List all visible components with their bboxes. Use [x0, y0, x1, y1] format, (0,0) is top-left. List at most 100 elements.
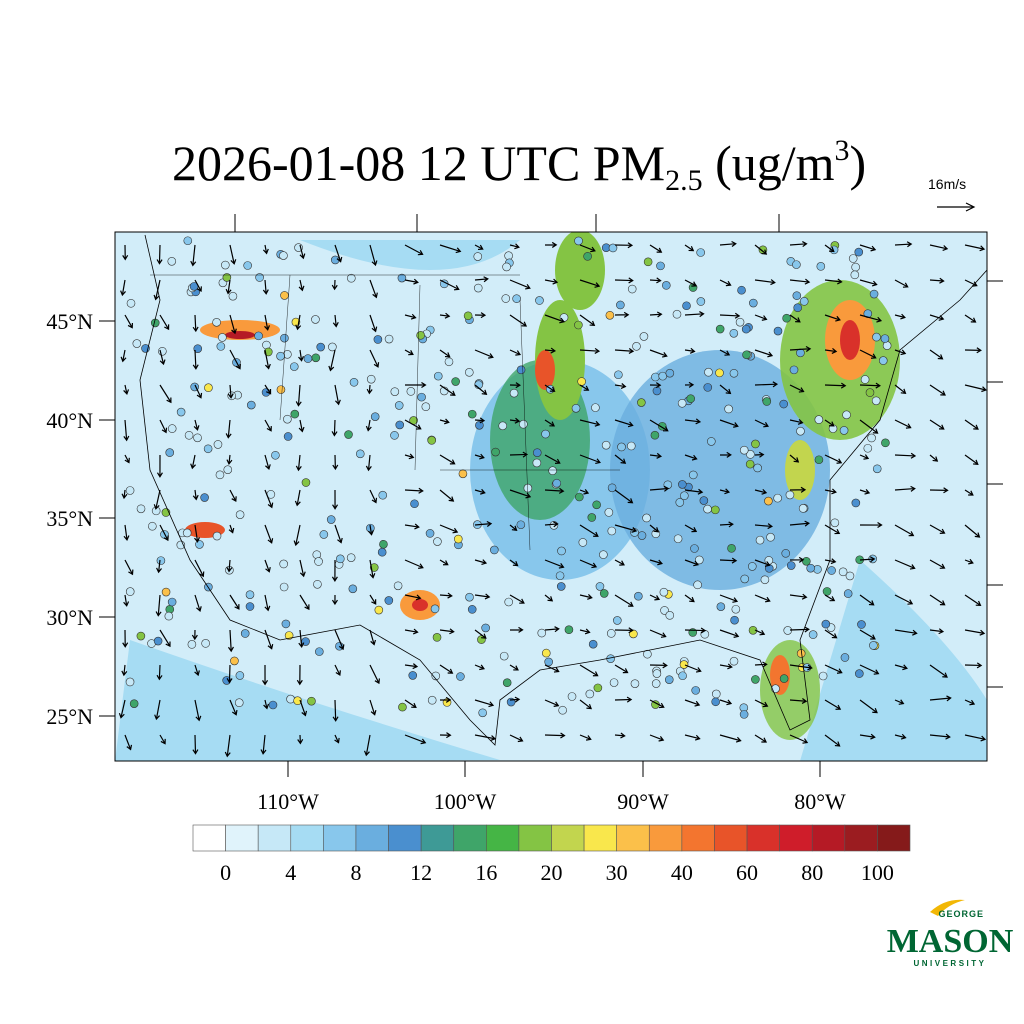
wind-vector: [789, 314, 801, 323]
wind-vector: [579, 628, 591, 635]
wind-vector: [439, 244, 462, 254]
station: [374, 605, 384, 615]
wind-vector: [229, 349, 241, 370]
wind-vector: [331, 594, 338, 606]
wind-vector: [439, 418, 450, 425]
station: [782, 313, 791, 323]
wind-vector: [509, 696, 521, 703]
color-box: [453, 824, 487, 852]
wind-vector: [225, 279, 232, 295]
wind-vector: [719, 240, 737, 247]
wind-vector: [754, 244, 768, 255]
wind-vector: [544, 454, 561, 464]
wind-vector: [299, 699, 308, 717]
wind-vector: [474, 276, 489, 283]
station: [245, 590, 255, 599]
lat-label: 40°N: [46, 408, 93, 433]
station: [234, 698, 244, 708]
station: [303, 354, 313, 363]
wind-vector: [439, 732, 452, 739]
station: [715, 324, 725, 334]
wind-vector: [404, 244, 424, 256]
wind-vector: [789, 486, 807, 493]
wind-vector: [227, 629, 234, 653]
station: [491, 447, 500, 457]
station: [686, 394, 695, 403]
wind-vector: [614, 664, 629, 674]
station: [156, 556, 166, 565]
axis-labels: 45°N 40°N 35°N 30°N 25°N 110°W 100°W 90°W 80°W: [46, 309, 846, 814]
station: [838, 567, 848, 577]
wind-vector: [754, 488, 768, 495]
wind-vector: [124, 734, 133, 751]
wind-vector: [192, 734, 199, 755]
station: [136, 631, 146, 641]
wind-vector: [509, 314, 528, 327]
color-box: [811, 824, 846, 852]
station: [498, 421, 508, 431]
wind-vector: [123, 419, 130, 442]
wind-vector: [719, 384, 732, 395]
station: [830, 518, 840, 528]
wind-vector: [153, 489, 161, 510]
wind-vector: [614, 242, 634, 249]
wind-vector: [859, 594, 875, 606]
station: [609, 678, 619, 687]
wind-vector: [894, 559, 916, 570]
station: [656, 261, 665, 271]
station: [427, 436, 437, 445]
station: [564, 625, 574, 635]
wind-vector: [719, 488, 731, 495]
wind-vector: [579, 699, 593, 710]
station: [614, 370, 623, 380]
map-frame: [114, 231, 988, 762]
station: [245, 602, 255, 611]
wind-vector: [719, 451, 732, 458]
station: [433, 371, 443, 381]
station: [764, 556, 774, 565]
wind-vector: [649, 524, 660, 533]
wind-vector: [789, 626, 810, 633]
station: [421, 402, 431, 412]
wind-vector: [474, 417, 486, 424]
wind-vector: [264, 454, 271, 471]
wind-vector: [719, 629, 740, 638]
station: [691, 686, 700, 695]
wind-vector: [929, 277, 945, 284]
title-sub: 2.5: [665, 164, 703, 197]
wind-vector: [295, 384, 302, 407]
station: [574, 320, 583, 330]
station: [212, 531, 222, 541]
logo-bottom: UNIVERSITY: [913, 959, 986, 968]
station: [544, 657, 553, 667]
logo-main: MASON: [887, 923, 1014, 960]
station: [690, 544, 699, 553]
title-sup: 3: [835, 134, 850, 167]
station: [355, 449, 365, 459]
wind-vector: [509, 734, 524, 743]
station: [541, 648, 551, 658]
station: [200, 493, 209, 502]
wind-vector: [227, 384, 234, 399]
wind-vector: [894, 452, 917, 459]
wind-vector: [649, 734, 665, 742]
station: [280, 291, 289, 300]
station: [637, 531, 647, 540]
wind-vector: [614, 594, 634, 607]
station: [571, 403, 581, 413]
station: [593, 683, 603, 693]
wind-vector: [964, 454, 979, 465]
wind-vector: [365, 454, 372, 472]
wind-vector: [229, 594, 240, 610]
station: [552, 478, 562, 488]
wind-vector: [859, 419, 879, 434]
station: [458, 469, 468, 479]
color-box: [192, 824, 226, 852]
wind-vector: [509, 664, 519, 671]
wind-vector: [369, 244, 378, 267]
wind-vector: [684, 347, 696, 354]
wind-vector: [684, 559, 699, 567]
station: [637, 398, 646, 407]
station: [711, 689, 721, 699]
station: [279, 582, 289, 592]
